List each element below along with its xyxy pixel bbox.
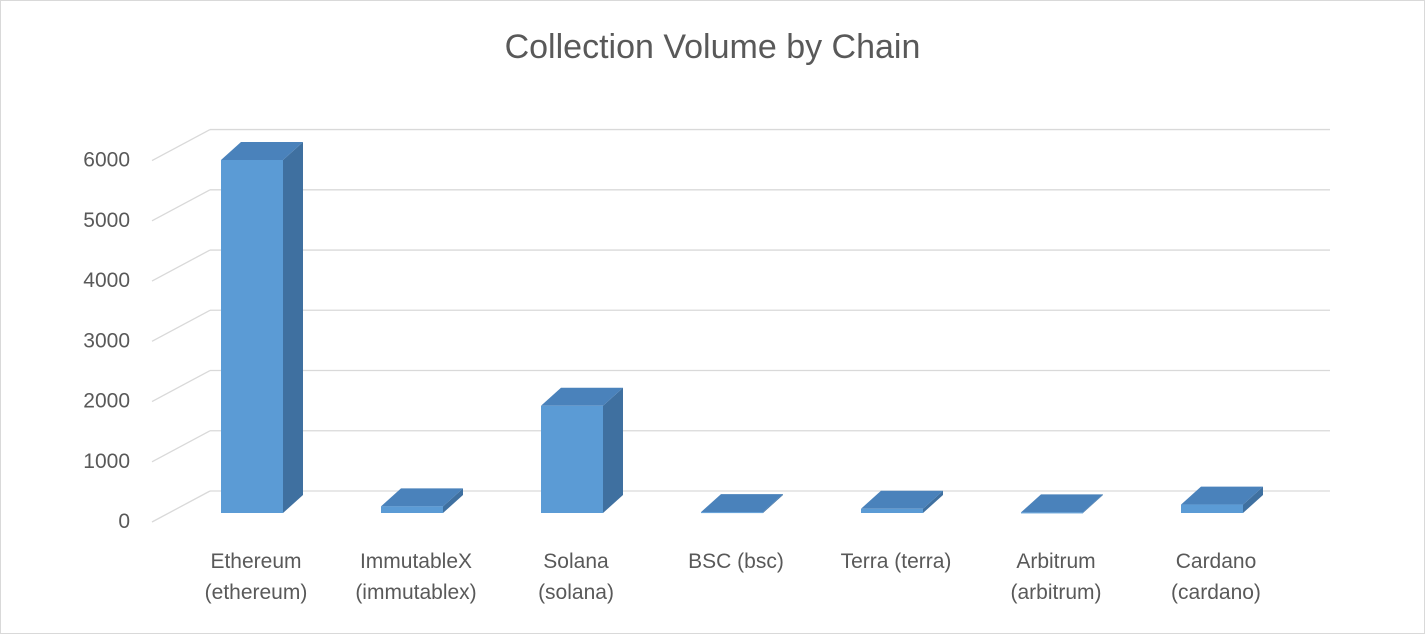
bar-side	[1243, 486, 1263, 513]
x-tick-label: Terra (terra)	[841, 550, 952, 573]
bar-side	[283, 142, 303, 513]
bar	[541, 405, 603, 513]
y-tick-label: 5000	[83, 209, 130, 232]
y-tick-label: 2000	[83, 390, 130, 413]
gridline-diagonal	[151, 369, 211, 403]
x-tick-label: Ethereum (ethereum)	[205, 550, 308, 604]
bar	[1021, 512, 1083, 514]
gridline-diagonal	[151, 189, 211, 222]
bar-top	[221, 142, 303, 160]
x-tick-label: Cardano (cardano)	[1171, 550, 1261, 604]
gridline-diagonal	[151, 249, 211, 282]
x-tick-label: ImmutableX (immutablex)	[355, 550, 476, 604]
bar-top	[1181, 486, 1263, 505]
bar-top	[1021, 494, 1103, 513]
x-tick-label: Solana (solana)	[538, 550, 614, 604]
bar	[701, 512, 763, 514]
bar	[381, 506, 443, 513]
y-tick-label: 1000	[83, 450, 130, 473]
y-tick-label: 6000	[83, 149, 130, 172]
x-tick-label: BSC (bsc)	[688, 550, 784, 573]
y-tick-label: 3000	[83, 329, 130, 352]
chart-title: Collection Volume by Chain	[504, 28, 921, 66]
bar-side	[923, 490, 943, 513]
bar-side	[443, 488, 463, 513]
gridline-diagonal	[151, 128, 211, 162]
bar-top	[861, 490, 943, 509]
bar	[221, 160, 283, 513]
bar-side	[603, 387, 623, 513]
gridline-diagonal	[151, 490, 211, 523]
gridline-diagonal	[151, 309, 211, 342]
x-tick-label: Arbitrum (arbitrum)	[1010, 550, 1101, 604]
bar-side	[763, 494, 783, 513]
bar	[1181, 504, 1243, 513]
bar-side	[1083, 494, 1103, 513]
bar-top	[381, 488, 463, 507]
bar-top	[541, 387, 623, 406]
y-tick-label: 4000	[83, 269, 130, 292]
bar-top	[701, 494, 783, 513]
bar	[861, 508, 923, 513]
gridline-diagonal	[151, 430, 211, 463]
y-tick-label: 0	[118, 510, 130, 533]
